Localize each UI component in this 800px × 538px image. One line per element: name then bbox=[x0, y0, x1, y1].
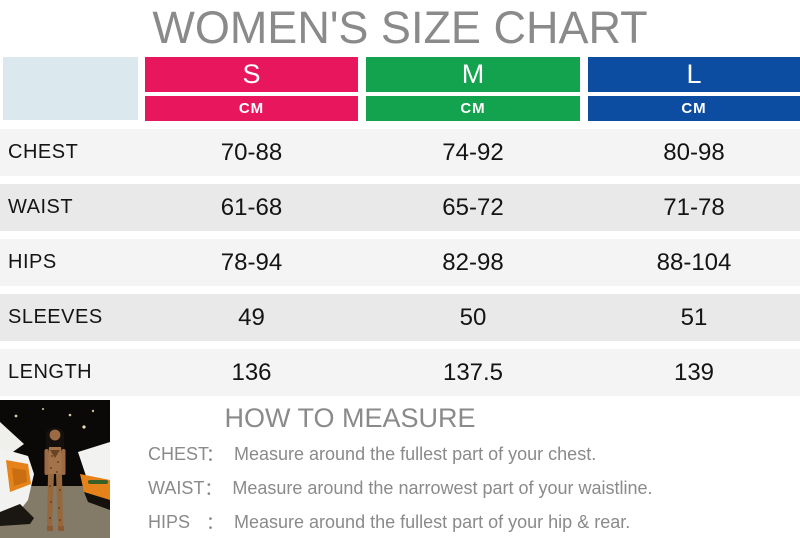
size-header-l: L bbox=[588, 57, 800, 92]
cell-l: 139 bbox=[673, 359, 715, 386]
table-row-hips: HIPS 78-94 82-98 88-104 bbox=[0, 239, 800, 286]
size-header-s: S bbox=[145, 57, 358, 92]
row-label: HIPS bbox=[8, 251, 57, 273]
cell-l: 71-78 bbox=[663, 194, 725, 221]
how-to-measure-title: HOW TO MEASURE bbox=[224, 403, 476, 433]
cell-m: 82-98 bbox=[442, 249, 504, 276]
unit-header-l: CM bbox=[588, 96, 800, 121]
measure-label: WAIST bbox=[148, 477, 205, 498]
cell-s: 70-88 bbox=[220, 139, 283, 166]
row-label: WAIST bbox=[8, 196, 74, 218]
cell-l: 88-104 bbox=[656, 249, 732, 276]
measure-text: Measure around the narrowest part of you… bbox=[232, 477, 653, 498]
table-corner-cell bbox=[3, 57, 138, 120]
measure-instructions: CHEST： Measure around the fullest part of… bbox=[148, 437, 653, 538]
table-row-length: LENGTH 136 137.5 139 bbox=[0, 349, 800, 396]
unit-header-m: CM bbox=[366, 96, 580, 121]
cell-s: 49 bbox=[238, 304, 265, 331]
row-label: LENGTH bbox=[8, 361, 93, 383]
measure-colon: ： bbox=[206, 513, 224, 533]
cell-s: 61-68 bbox=[220, 194, 283, 221]
measure-colon: ： bbox=[204, 479, 223, 499]
size-table-body: CHEST 70-88 74-92 80-98 WAIST 61-68 65-7… bbox=[0, 129, 800, 404]
model-photo bbox=[0, 400, 110, 538]
size-header-m: M bbox=[366, 57, 580, 92]
cell-m: 137.5 bbox=[442, 359, 504, 386]
measure-text: Measure around the fullest part of your … bbox=[234, 443, 597, 464]
cell-s: 136 bbox=[231, 359, 272, 386]
measure-label: CHEST bbox=[148, 443, 210, 464]
table-row-chest: CHEST 70-88 74-92 80-98 bbox=[0, 129, 800, 176]
table-row-waist: WAIST 61-68 65-72 71-78 bbox=[0, 184, 800, 231]
row-label: SLEEVES bbox=[8, 306, 103, 328]
cell-m: 50 bbox=[459, 304, 487, 331]
measure-line-waist: WAIST： Measure around the narrowest part … bbox=[148, 471, 653, 505]
cell-m: 65-72 bbox=[442, 194, 504, 221]
cell-m: 74-92 bbox=[442, 139, 504, 166]
cell-s: 78-94 bbox=[220, 249, 283, 276]
cell-l: 80-98 bbox=[663, 139, 725, 166]
row-label: CHEST bbox=[8, 141, 79, 163]
measure-line-chest: CHEST： Measure around the fullest part of… bbox=[148, 437, 648, 471]
measure-text: Measure around the fullest part of your … bbox=[234, 511, 631, 532]
unit-header-s: CM bbox=[145, 96, 358, 121]
measure-line-hips: HIPS ： Measure around the fullest part of … bbox=[148, 505, 648, 538]
measure-label: HIPS bbox=[148, 511, 191, 532]
page-title: WOMEN'S SIZE CHART bbox=[152, 2, 648, 53]
table-row-sleeves: SLEEVES 49 50 51 bbox=[0, 294, 800, 341]
measure-colon: ： bbox=[206, 445, 224, 465]
cell-l: 51 bbox=[680, 304, 708, 331]
